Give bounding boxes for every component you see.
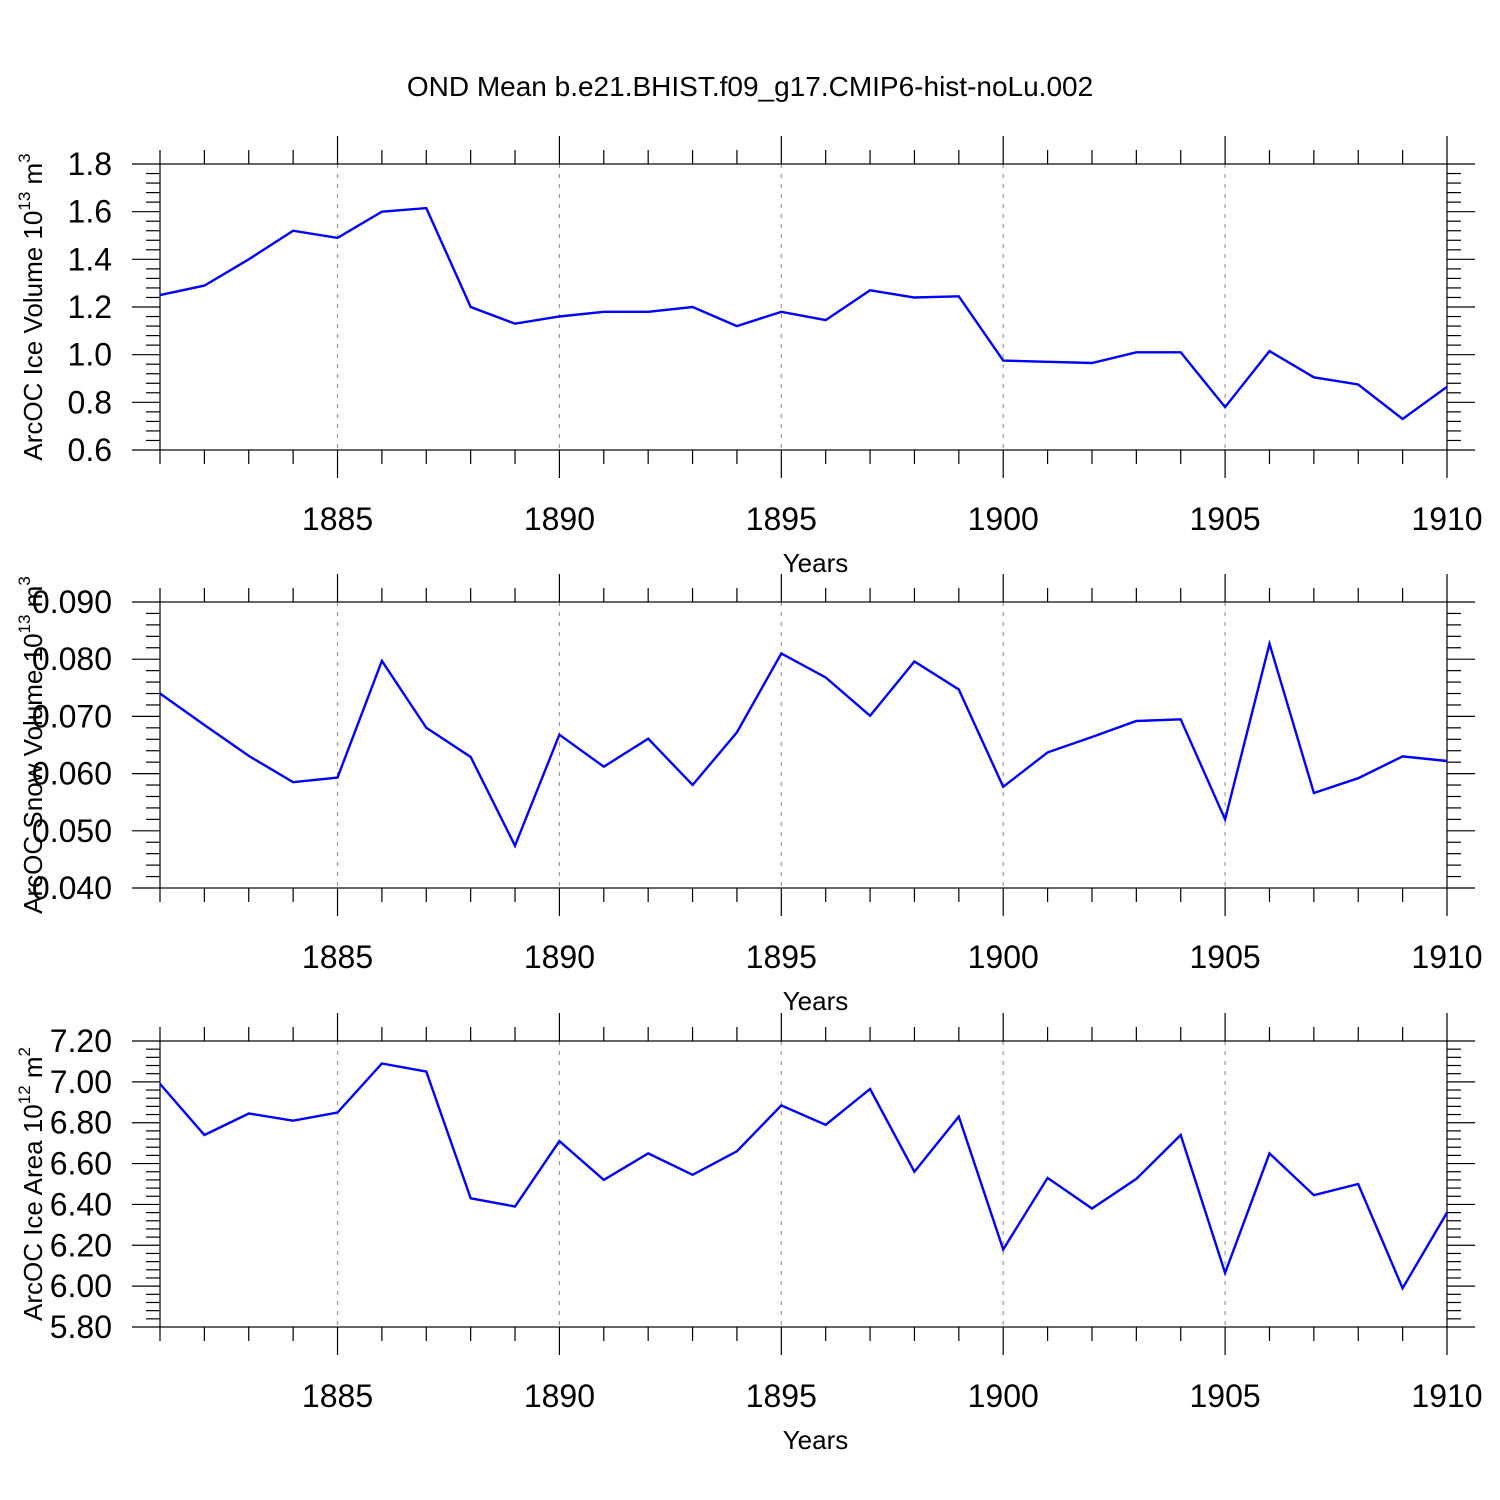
panel-1-y-tick-label: 0.080	[32, 641, 112, 677]
panel-2-x-tick-label: 1895	[746, 1378, 817, 1414]
panel-0-x-tick-label: 1895	[746, 501, 817, 537]
panel-2-y-tick-label: 6.80	[50, 1105, 112, 1141]
panel-1-frame	[159, 601, 1448, 889]
panel-snow-volume: 0.040 0.050 0.060 0.070 0.080 0.090 1885 1890 18…	[15, 574, 1483, 1016]
panel-1-x-axis-title: Years	[783, 986, 849, 1016]
panel-1-series-line	[159, 639, 1448, 849]
panel-2-y-axis-title-unit: m	[18, 1056, 48, 1085]
panel-2-y-tick-label: 6.00	[50, 1268, 112, 1304]
panel-1-y-axis-title-unit: m	[18, 586, 48, 615]
panel-0-x-tick-label: 1885	[302, 501, 373, 537]
panel-2-y-tick-label: 6.40	[50, 1186, 112, 1222]
panel-2-y-tick-label: 6.60	[50, 1146, 112, 1182]
panel-2-y-axis-title-text: ArcOC Ice Area 10	[18, 1104, 48, 1321]
panel-0-x-axis-title: Years	[783, 548, 849, 578]
panel-1-y-axis-title-text: ArcOC Snow Volume 10	[18, 633, 48, 913]
panel-2-y-tick-label: 7.00	[50, 1064, 112, 1100]
panel-0-y-tick-label: 1.6	[68, 194, 112, 230]
panel-0-y-axis-title-unit: m	[18, 163, 48, 192]
panel-2-x-tick-label: 1885	[302, 1378, 373, 1414]
panel-0-y-tick-label: 1.8	[68, 146, 112, 182]
panel-1-y-tick-label: 0.060	[32, 756, 112, 792]
panel-2-y-tick-label: 5.80	[50, 1309, 112, 1345]
panel-2-series-line	[159, 1062, 1449, 1291]
panel-1-x-tick-label: 1905	[1190, 939, 1261, 975]
panel-0-y-tick-label: 1.4	[68, 241, 112, 277]
panel-0-x-tick-label: 1890	[524, 501, 595, 537]
panel-0-y-axis-title-unit-exponent: 3	[15, 153, 34, 162]
panel-1-x-tick-label: 1900	[968, 939, 1039, 975]
panel-1-y-axis-title-exponent: 13	[15, 615, 34, 634]
panel-1-y-tick-label: 0.040	[32, 870, 112, 906]
panel-1-x-tick-label: 1895	[746, 939, 817, 975]
panel-ice-volume: 0.6 0.8 1.0 1.2 1.4 1.6 1.8 1885 1890 1895 1900 190…	[15, 136, 1483, 578]
panel-0-y-axis-title-text: ArcOC Ice Volume 10	[18, 211, 48, 461]
panel-2-y-axis-title-unit-exponent: 2	[15, 1047, 34, 1056]
panel-0-y-axis-title-exponent: 13	[15, 192, 34, 211]
panel-1-x-tick-label: 1910	[1411, 939, 1482, 975]
panel-0-frame	[159, 163, 1448, 451]
figure-title: OND Mean b.e21.BHIST.f09_g17.CMIP6-hist-…	[407, 71, 1093, 102]
panel-2-x-tick-label: 1905	[1190, 1378, 1261, 1414]
panel-1-y-axis-title: ArcOC Snow Volume 1013 m3	[15, 576, 48, 914]
panel-1-y-tick-label: 0.070	[32, 698, 112, 734]
panel-2-x-tick-label: 1910	[1411, 1378, 1482, 1414]
panel-1-y-axis-title-unit-exponent: 3	[15, 576, 34, 585]
panel-2-x-tick-label: 1900	[968, 1378, 1039, 1414]
panel-2-x-axis-title: Years	[783, 1425, 849, 1455]
panel-1-y-tick-label: 0.090	[32, 584, 112, 620]
panel-2-y-axis-title-exponent: 12	[15, 1085, 34, 1104]
panel-2-x-tick-label: 1890	[524, 1378, 595, 1414]
panel-2-y-tick-label: 6.20	[50, 1227, 112, 1263]
panel-1-x-tick-label: 1885	[302, 939, 373, 975]
panel-1-y-tick-label: 0.050	[32, 813, 112, 849]
panel-0-y-axis-title: ArcOC Ice Volume 1013 m3	[15, 153, 48, 460]
panel-2-y-tick-label: 7.20	[50, 1023, 112, 1059]
panel-0-y-tick-label: 0.6	[68, 432, 112, 468]
panel-1-x-tick-label: 1890	[524, 939, 595, 975]
panel-0-x-tick-label: 1910	[1411, 501, 1482, 537]
panel-2-y-axis-title: ArcOC Ice Area 1012 m2	[15, 1047, 48, 1321]
panel-0-y-tick-label: 1.2	[68, 289, 112, 325]
panel-2-frame	[159, 1040, 1448, 1328]
panel-ice-area: 5.80 6.00 6.20 6.40 6.60 6.80 7.00 7.20 1885 1890…	[15, 1013, 1483, 1455]
panel-0-x-tick-label: 1900	[968, 501, 1039, 537]
panel-0-series-line	[159, 206, 1448, 421]
panel-0-y-tick-label: 1.0	[68, 337, 112, 373]
panel-0-x-tick-label: 1905	[1190, 501, 1261, 537]
panel-0-y-tick-label: 0.8	[68, 384, 112, 420]
